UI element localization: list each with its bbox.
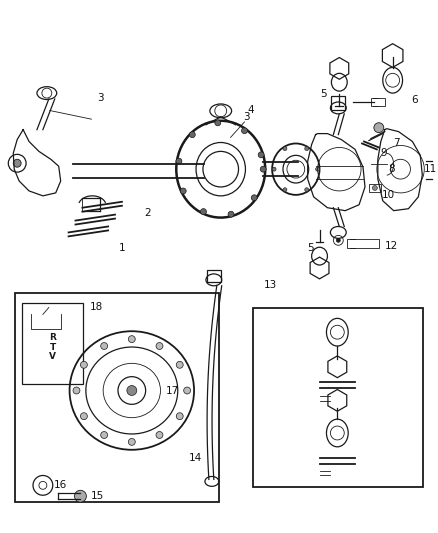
Circle shape [241,128,247,134]
Circle shape [127,385,137,395]
Text: 12: 12 [385,241,398,251]
Circle shape [251,195,257,201]
Circle shape [128,336,135,343]
Text: 13: 13 [264,280,277,290]
Circle shape [176,361,183,368]
Text: 15: 15 [91,491,104,501]
Circle shape [13,159,21,167]
Circle shape [81,361,87,368]
Text: 5: 5 [307,243,314,253]
Circle shape [260,166,266,172]
Circle shape [272,167,276,171]
Circle shape [215,120,221,126]
Bar [347,239,379,248]
Bar [22,303,83,384]
Bar [253,308,423,487]
Circle shape [180,188,186,194]
Bar [15,293,219,502]
Text: 8: 8 [389,164,395,174]
Circle shape [156,343,163,350]
Bar [371,98,385,106]
Text: 5: 5 [320,89,327,99]
Text: 16: 16 [54,480,67,490]
Text: 4: 4 [247,105,254,115]
Circle shape [305,188,309,192]
Text: 2: 2 [144,208,151,217]
Circle shape [184,387,191,394]
Text: 1: 1 [119,243,125,253]
Circle shape [316,167,320,171]
Circle shape [156,432,163,439]
Circle shape [74,490,86,502]
Text: 17: 17 [166,385,179,395]
Circle shape [201,208,206,215]
Text: R
T
V: R T V [49,333,56,361]
Circle shape [81,413,87,419]
Circle shape [189,132,195,138]
Circle shape [101,432,108,439]
Circle shape [228,211,234,217]
Text: 3: 3 [243,112,250,122]
Circle shape [73,387,80,394]
Text: 3: 3 [97,93,103,103]
Text: 14: 14 [188,453,201,463]
Circle shape [176,413,183,419]
Circle shape [258,152,264,158]
Text: 9: 9 [381,148,387,158]
Circle shape [101,343,108,350]
Circle shape [283,188,287,192]
Circle shape [374,123,384,133]
Circle shape [283,147,287,151]
Text: 7: 7 [393,139,400,149]
Text: 11: 11 [424,164,437,174]
Circle shape [128,439,135,446]
Bar [369,184,381,192]
Bar [332,96,345,110]
Bar [207,270,221,282]
Text: 10: 10 [382,190,395,200]
Circle shape [336,238,340,243]
Circle shape [176,158,182,164]
Circle shape [305,147,309,151]
Circle shape [372,185,378,190]
Text: 18: 18 [90,302,103,311]
Text: 6: 6 [411,95,418,105]
